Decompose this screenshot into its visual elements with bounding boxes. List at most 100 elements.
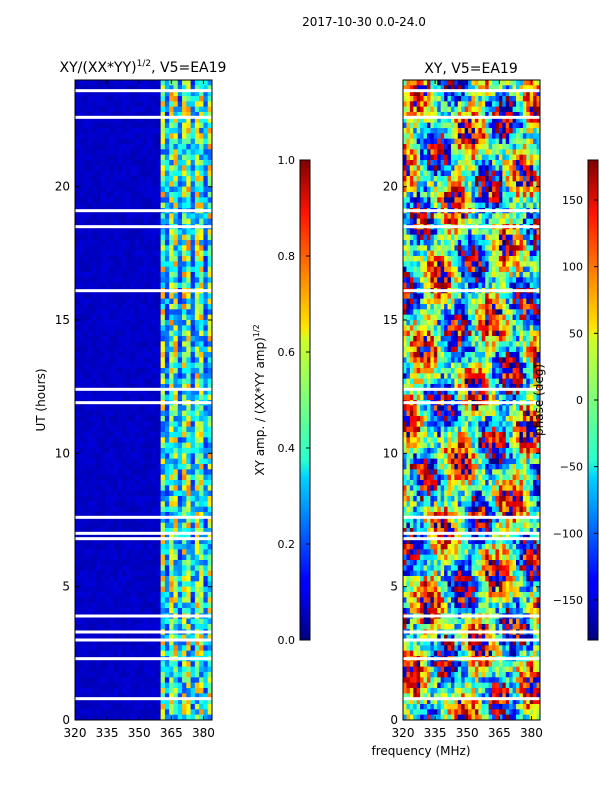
heatmap-cell — [471, 176, 476, 182]
heatmap-cell — [533, 160, 538, 166]
heatmap-cell — [416, 192, 421, 198]
heatmap-cell — [488, 149, 493, 156]
heatmap-cell — [92, 709, 98, 716]
heatmap-cell — [134, 389, 140, 396]
heatmap-cell — [139, 117, 145, 124]
heatmap-cell — [156, 384, 162, 390]
heatmap-cell — [122, 432, 127, 438]
heatmap-cell — [457, 186, 462, 193]
heatmap-cell — [186, 421, 192, 428]
heatmap-cell — [83, 117, 89, 124]
heatmap-cell — [75, 661, 80, 668]
heatmap-cell — [207, 693, 212, 700]
heatmap-cell — [502, 181, 507, 188]
heatmap-cell — [173, 309, 179, 316]
heatmap-cell — [519, 154, 524, 161]
heatmap-cell — [104, 437, 110, 444]
heatmap-cell — [522, 144, 527, 150]
heatmap-cell — [147, 576, 153, 582]
heatmap-cell — [413, 106, 418, 113]
heatmap-cell — [92, 85, 98, 92]
heatmap-cell — [485, 149, 490, 156]
heatmap-cell — [164, 650, 170, 657]
heatmap-cell — [173, 677, 179, 684]
heatmap-cell — [207, 192, 212, 198]
heatmap-cell — [96, 416, 102, 422]
heatmap-cell — [529, 144, 534, 150]
heatmap-cell — [117, 133, 123, 140]
heatmap-cell — [186, 96, 192, 102]
heatmap-cell — [87, 549, 93, 556]
flagged-gap — [75, 657, 212, 661]
heatmap-cell — [104, 432, 110, 438]
heatmap-cell — [96, 554, 102, 561]
heatmap-cell — [104, 570, 110, 577]
heatmap-cell — [169, 682, 175, 689]
heatmap-cell — [75, 165, 80, 172]
heatmap-cell — [173, 496, 179, 502]
heatmap-cell — [117, 101, 123, 108]
heatmap-cell — [160, 101, 166, 108]
heatmap-cell — [109, 144, 115, 150]
heatmap-cell — [126, 634, 132, 641]
heatmap-cell — [134, 533, 140, 540]
heatmap-cell — [122, 661, 127, 668]
heatmap-cell — [464, 192, 469, 198]
heatmap-cell — [164, 357, 170, 364]
heatmap-cell — [186, 538, 192, 545]
heatmap-cell — [413, 144, 418, 150]
heatmap-cell — [492, 138, 497, 145]
heatmap-cell — [83, 330, 89, 337]
heatmap-cell — [182, 341, 187, 348]
heatmap-cell — [177, 634, 183, 641]
heatmap-cell — [79, 666, 85, 673]
heatmap-cell — [182, 128, 187, 134]
heatmap-cell — [505, 197, 510, 204]
heatmap-cell — [164, 250, 170, 257]
heatmap-cell — [164, 496, 170, 502]
heatmap-cell — [83, 560, 89, 566]
heatmap-cell — [122, 496, 127, 502]
heatmap-cell — [109, 384, 115, 390]
heatmap-cell — [79, 448, 85, 454]
heatmap-cell — [190, 528, 196, 534]
heatmap-cell — [126, 96, 132, 102]
heatmap-cell — [505, 138, 510, 145]
heatmap-cell — [113, 389, 119, 396]
heatmap-cell — [454, 144, 459, 150]
heatmap-cell — [416, 213, 421, 220]
heatmap-cell — [100, 389, 106, 396]
heatmap-cell — [160, 597, 166, 604]
heatmap-cell — [96, 101, 102, 108]
heatmap-cell — [109, 85, 115, 92]
heatmap-cell — [457, 154, 462, 161]
heatmap-cell — [526, 90, 531, 97]
heatmap-cell — [156, 640, 162, 646]
heatmap-cell — [199, 581, 205, 588]
heatmap-cell — [190, 597, 196, 604]
heatmap-cell — [182, 106, 187, 113]
heatmap-cell — [126, 661, 132, 668]
heatmap-cell — [182, 581, 187, 588]
heatmap-cell — [152, 666, 157, 673]
heatmap-cell — [182, 186, 187, 193]
heatmap-cell — [199, 634, 205, 641]
heatmap-cell — [96, 245, 102, 252]
heatmap-cell — [447, 181, 452, 188]
heatmap-cell — [423, 181, 428, 188]
heatmap-cell — [474, 218, 479, 225]
heatmap-cell — [516, 112, 521, 118]
heatmap-cell — [492, 144, 497, 150]
heatmap-cell — [516, 80, 521, 86]
heatmap-cell — [533, 138, 538, 145]
heatmap-cell — [423, 96, 428, 102]
heatmap-cell — [199, 480, 205, 486]
heatmap-cell — [130, 672, 136, 678]
heatmap-cell — [96, 506, 102, 513]
heatmap-cell — [83, 410, 89, 417]
heatmap-cell — [160, 325, 166, 332]
heatmap-cell — [173, 378, 179, 385]
heatmap-cell — [113, 485, 119, 492]
heatmap-cell — [160, 661, 166, 668]
heatmap-cell — [117, 416, 123, 422]
